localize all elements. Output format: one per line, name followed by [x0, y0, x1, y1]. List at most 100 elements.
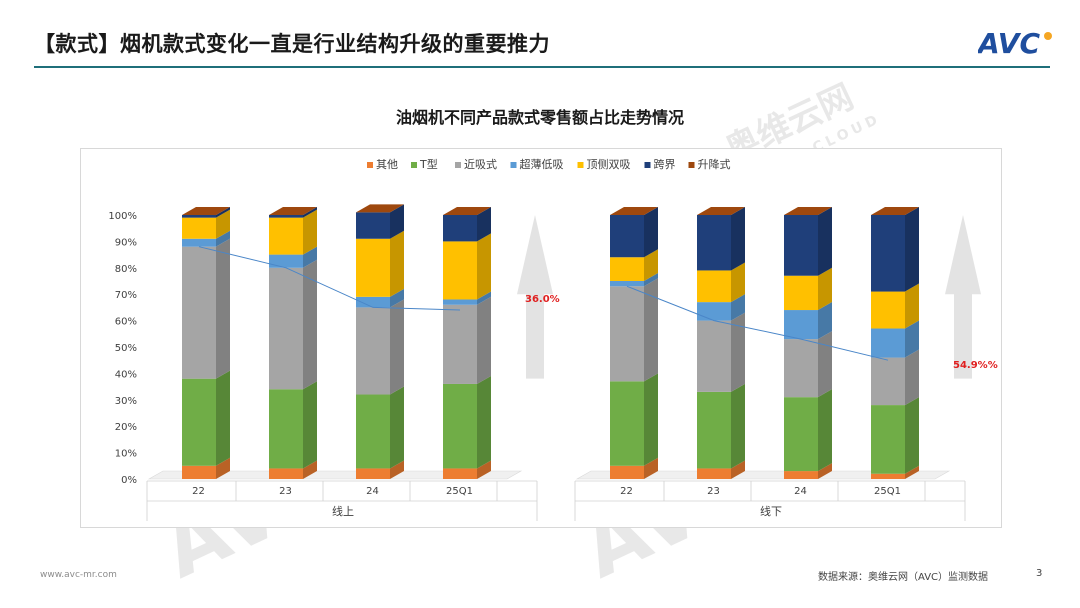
chart-area: 其他 T型 近吸式 超薄低吸 顶侧双吸 跨界 升降式 0% 10% 20% 30% 40% 50% 60%…	[80, 148, 1002, 528]
bar-side-T型	[818, 389, 832, 472]
bar-segment-跨界	[269, 215, 303, 218]
bar-side-其他	[731, 460, 745, 479]
bar-segment-顶侧双吸	[871, 291, 905, 329]
bar-side-近吸式	[216, 238, 230, 379]
bar-side-其他	[477, 460, 491, 479]
bar-side-顶侧双吸	[818, 267, 832, 311]
legend-label: 跨界	[654, 158, 676, 171]
bar-side-顶侧双吸	[216, 209, 230, 239]
bar-segment-近吸式	[784, 339, 818, 398]
legend-swatch	[455, 162, 461, 168]
y-tick-label: 40%	[115, 369, 137, 380]
trend-line	[626, 285, 889, 361]
legend-swatch	[367, 162, 373, 168]
slide-title: 【款式】烟机款式变化一直是行业结构升级的重要推力	[34, 32, 550, 56]
bar-segment-其他	[697, 468, 731, 479]
bar-segment-T型	[356, 394, 390, 469]
bar-segment-顶侧双吸	[610, 257, 644, 281]
legend-label: 超薄低吸	[520, 157, 564, 171]
bar-segment-T型	[182, 378, 216, 466]
legend-label: 顶侧双吸	[587, 158, 631, 171]
bar-segment-其他	[356, 468, 390, 479]
bar-side-跨界	[477, 207, 491, 242]
bar-side-跨界	[731, 207, 745, 271]
bar-segment-近吸式	[356, 307, 390, 395]
bar-segment-T型	[871, 405, 905, 474]
bar-side-顶侧双吸	[477, 233, 491, 300]
bar-segment-跨界	[697, 215, 731, 271]
legend-label: 其他	[376, 158, 398, 171]
y-tick-label: 100%	[108, 211, 137, 222]
bar-segment-跨界	[784, 215, 818, 276]
bar-segment-近吸式	[443, 304, 477, 384]
bar-segment-顶侧双吸	[697, 270, 731, 303]
bar-side-其他	[390, 460, 404, 479]
bar-segment-近吸式	[182, 246, 216, 379]
bar-top-cap	[697, 207, 745, 215]
bar-segment-其他	[784, 471, 818, 479]
bar-segment-跨界	[610, 215, 644, 258]
bar-segment-超薄低吸	[443, 299, 477, 305]
bar-side-跨界	[818, 207, 832, 276]
bar-segment-顶侧双吸	[784, 275, 818, 311]
bar-side-顶侧双吸	[905, 283, 919, 329]
bar-side-跨界	[303, 207, 317, 218]
x-tick-label: 22	[192, 486, 205, 497]
bar-side-超薄低吸	[731, 294, 745, 321]
bar-side-其他	[905, 465, 919, 479]
bar-side-近吸式	[905, 349, 919, 406]
bar-side-顶侧双吸	[644, 249, 658, 281]
bar-side-超薄低吸	[477, 291, 491, 305]
y-tick-label: 70%	[115, 290, 137, 301]
bar-side-顶侧双吸	[303, 209, 317, 255]
bar-side-跨界	[644, 207, 658, 258]
bar-segment-T型	[784, 397, 818, 472]
bar-side-T型	[303, 381, 317, 469]
footer-website[interactable]: www.avc-mr.com	[40, 570, 117, 580]
bar-segment-其他	[443, 468, 477, 479]
trend-annotation: 54.9%%	[953, 360, 998, 371]
bar-side-超薄低吸	[390, 288, 404, 308]
bar-side-其他	[818, 463, 832, 479]
legend-swatch	[411, 162, 417, 168]
bar-segment-顶侧双吸	[443, 241, 477, 300]
bar-side-T型	[477, 375, 491, 469]
bar-side-其他	[644, 457, 658, 479]
bar-side-超薄低吸	[216, 230, 230, 247]
bar-segment-其他	[871, 473, 905, 479]
bar-segment-T型	[697, 391, 731, 469]
legend-label: 近吸式	[464, 158, 497, 171]
legend-swatch	[510, 162, 517, 168]
title-divider	[34, 66, 1050, 68]
bar-top-cap	[784, 207, 832, 215]
trend-line	[198, 246, 461, 311]
bar-side-超薄低吸	[303, 246, 317, 268]
y-tick-label: 30%	[115, 396, 137, 407]
bar-segment-跨界	[182, 215, 216, 218]
x-tick-label: 23	[279, 486, 292, 497]
bar-segment-近吸式	[697, 320, 731, 392]
bar-segment-近吸式	[610, 286, 644, 382]
data-source: 数据来源：奥维云网（AVC）监测数据	[818, 572, 989, 583]
bar-top-cap	[443, 207, 491, 215]
bar-segment-顶侧双吸	[182, 217, 216, 239]
bar-segment-T型	[443, 383, 477, 469]
bar-segment-其他	[610, 465, 644, 479]
bar-segment-超薄低吸	[182, 238, 216, 247]
bar-side-超薄低吸	[644, 273, 658, 287]
bar-top-cap	[610, 207, 658, 215]
bar-side-顶侧双吸	[390, 230, 404, 297]
logo-text: AVC	[978, 27, 1040, 60]
trend-arrow-icon	[945, 215, 981, 379]
y-tick-label: 0%	[121, 475, 137, 486]
bar-top-cap	[269, 207, 317, 215]
bar-segment-超薄低吸	[610, 281, 644, 287]
bar-segment-T型	[269, 389, 303, 469]
bar-side-近吸式	[731, 312, 745, 392]
bar-segment-其他	[269, 468, 303, 479]
bar-side-近吸式	[818, 331, 832, 398]
y-tick-label: 20%	[115, 422, 137, 433]
bar-side-跨界	[905, 207, 919, 292]
page-number: 3	[1036, 568, 1043, 579]
bar-side-顶侧双吸	[731, 262, 745, 303]
